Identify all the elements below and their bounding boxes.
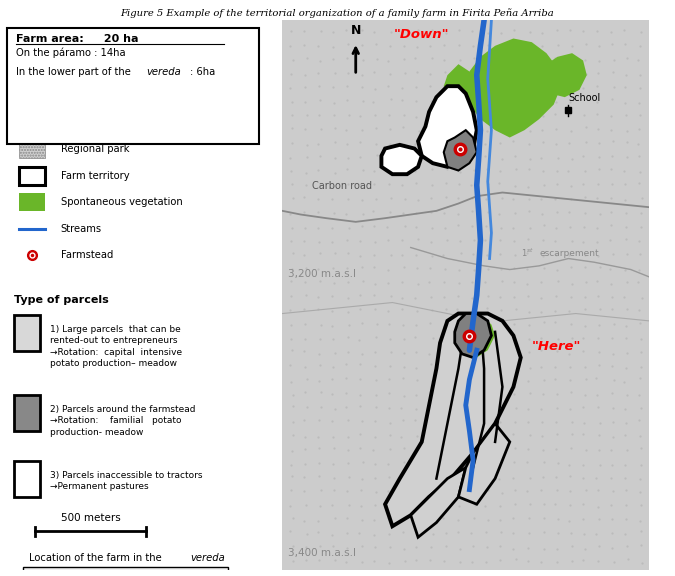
Polygon shape: [418, 86, 477, 167]
Text: 3,200 m.a.s.l: 3,200 m.a.s.l: [288, 269, 356, 279]
Polygon shape: [411, 468, 466, 537]
Text: $1^{st}$: $1^{st}$: [520, 247, 534, 259]
Text: Farmstead: Farmstead: [61, 250, 113, 260]
Text: : 6ha: : 6ha: [190, 67, 216, 77]
Text: 3) Parcels inaccessible to tractors
→Permanent pastures: 3) Parcels inaccessible to tractors →Per…: [50, 471, 202, 491]
Text: 20 ha: 20 ha: [99, 34, 138, 44]
Text: escarpement: escarpement: [539, 248, 599, 257]
Text: vereda: vereda: [190, 553, 225, 563]
Text: On the páramo : 14ha: On the páramo : 14ha: [16, 48, 126, 58]
FancyBboxPatch shape: [23, 567, 228, 576]
Text: Spontaneous vegetation: Spontaneous vegetation: [61, 197, 182, 207]
Text: "Here": "Here": [532, 340, 581, 353]
Text: 2) Parcels around the farmstead
→Rotation:    familial   potato
production- mead: 2) Parcels around the farmstead →Rotatio…: [50, 405, 196, 437]
FancyBboxPatch shape: [19, 194, 45, 211]
Polygon shape: [455, 313, 491, 358]
Polygon shape: [385, 313, 520, 526]
FancyBboxPatch shape: [7, 28, 259, 144]
Text: "Down": "Down": [394, 28, 450, 41]
Text: 500 meters: 500 meters: [61, 513, 120, 523]
Text: N: N: [350, 24, 361, 37]
Text: Figure 5 Example of the territorial organization of a family farm in Firita Peña: Figure 5 Example of the territorial orga…: [121, 9, 554, 18]
FancyBboxPatch shape: [19, 167, 45, 185]
Polygon shape: [43, 575, 107, 576]
Polygon shape: [458, 39, 561, 138]
FancyBboxPatch shape: [14, 395, 40, 431]
Text: Streams: Streams: [61, 223, 102, 234]
Text: Farm territory: Farm territory: [61, 171, 129, 181]
Text: School: School: [568, 93, 601, 103]
FancyBboxPatch shape: [19, 141, 45, 158]
Text: vereda: vereda: [146, 67, 181, 77]
Text: Farm area:: Farm area:: [16, 34, 84, 44]
Text: Location of the farm in the: Location of the farm in the: [30, 553, 165, 563]
FancyBboxPatch shape: [14, 315, 40, 351]
Polygon shape: [543, 53, 587, 97]
Polygon shape: [443, 64, 469, 93]
Polygon shape: [282, 20, 649, 570]
Text: In the lower part of the: In the lower part of the: [16, 67, 134, 77]
FancyBboxPatch shape: [14, 461, 40, 497]
Text: Regional park: Regional park: [61, 145, 129, 154]
Polygon shape: [443, 130, 477, 170]
Polygon shape: [458, 317, 495, 358]
Polygon shape: [381, 145, 422, 174]
Polygon shape: [458, 423, 510, 504]
Text: 1) Large parcels  that can be
rented-out to entrepreneurs
→Rotation:  capital  i: 1) Large parcels that can be rented-out …: [50, 325, 182, 368]
Text: Carbon road: Carbon road: [312, 181, 372, 191]
Text: 3,400 m.a.s.l: 3,400 m.a.s.l: [288, 548, 356, 558]
Text: Type of parcels: Type of parcels: [14, 295, 109, 305]
